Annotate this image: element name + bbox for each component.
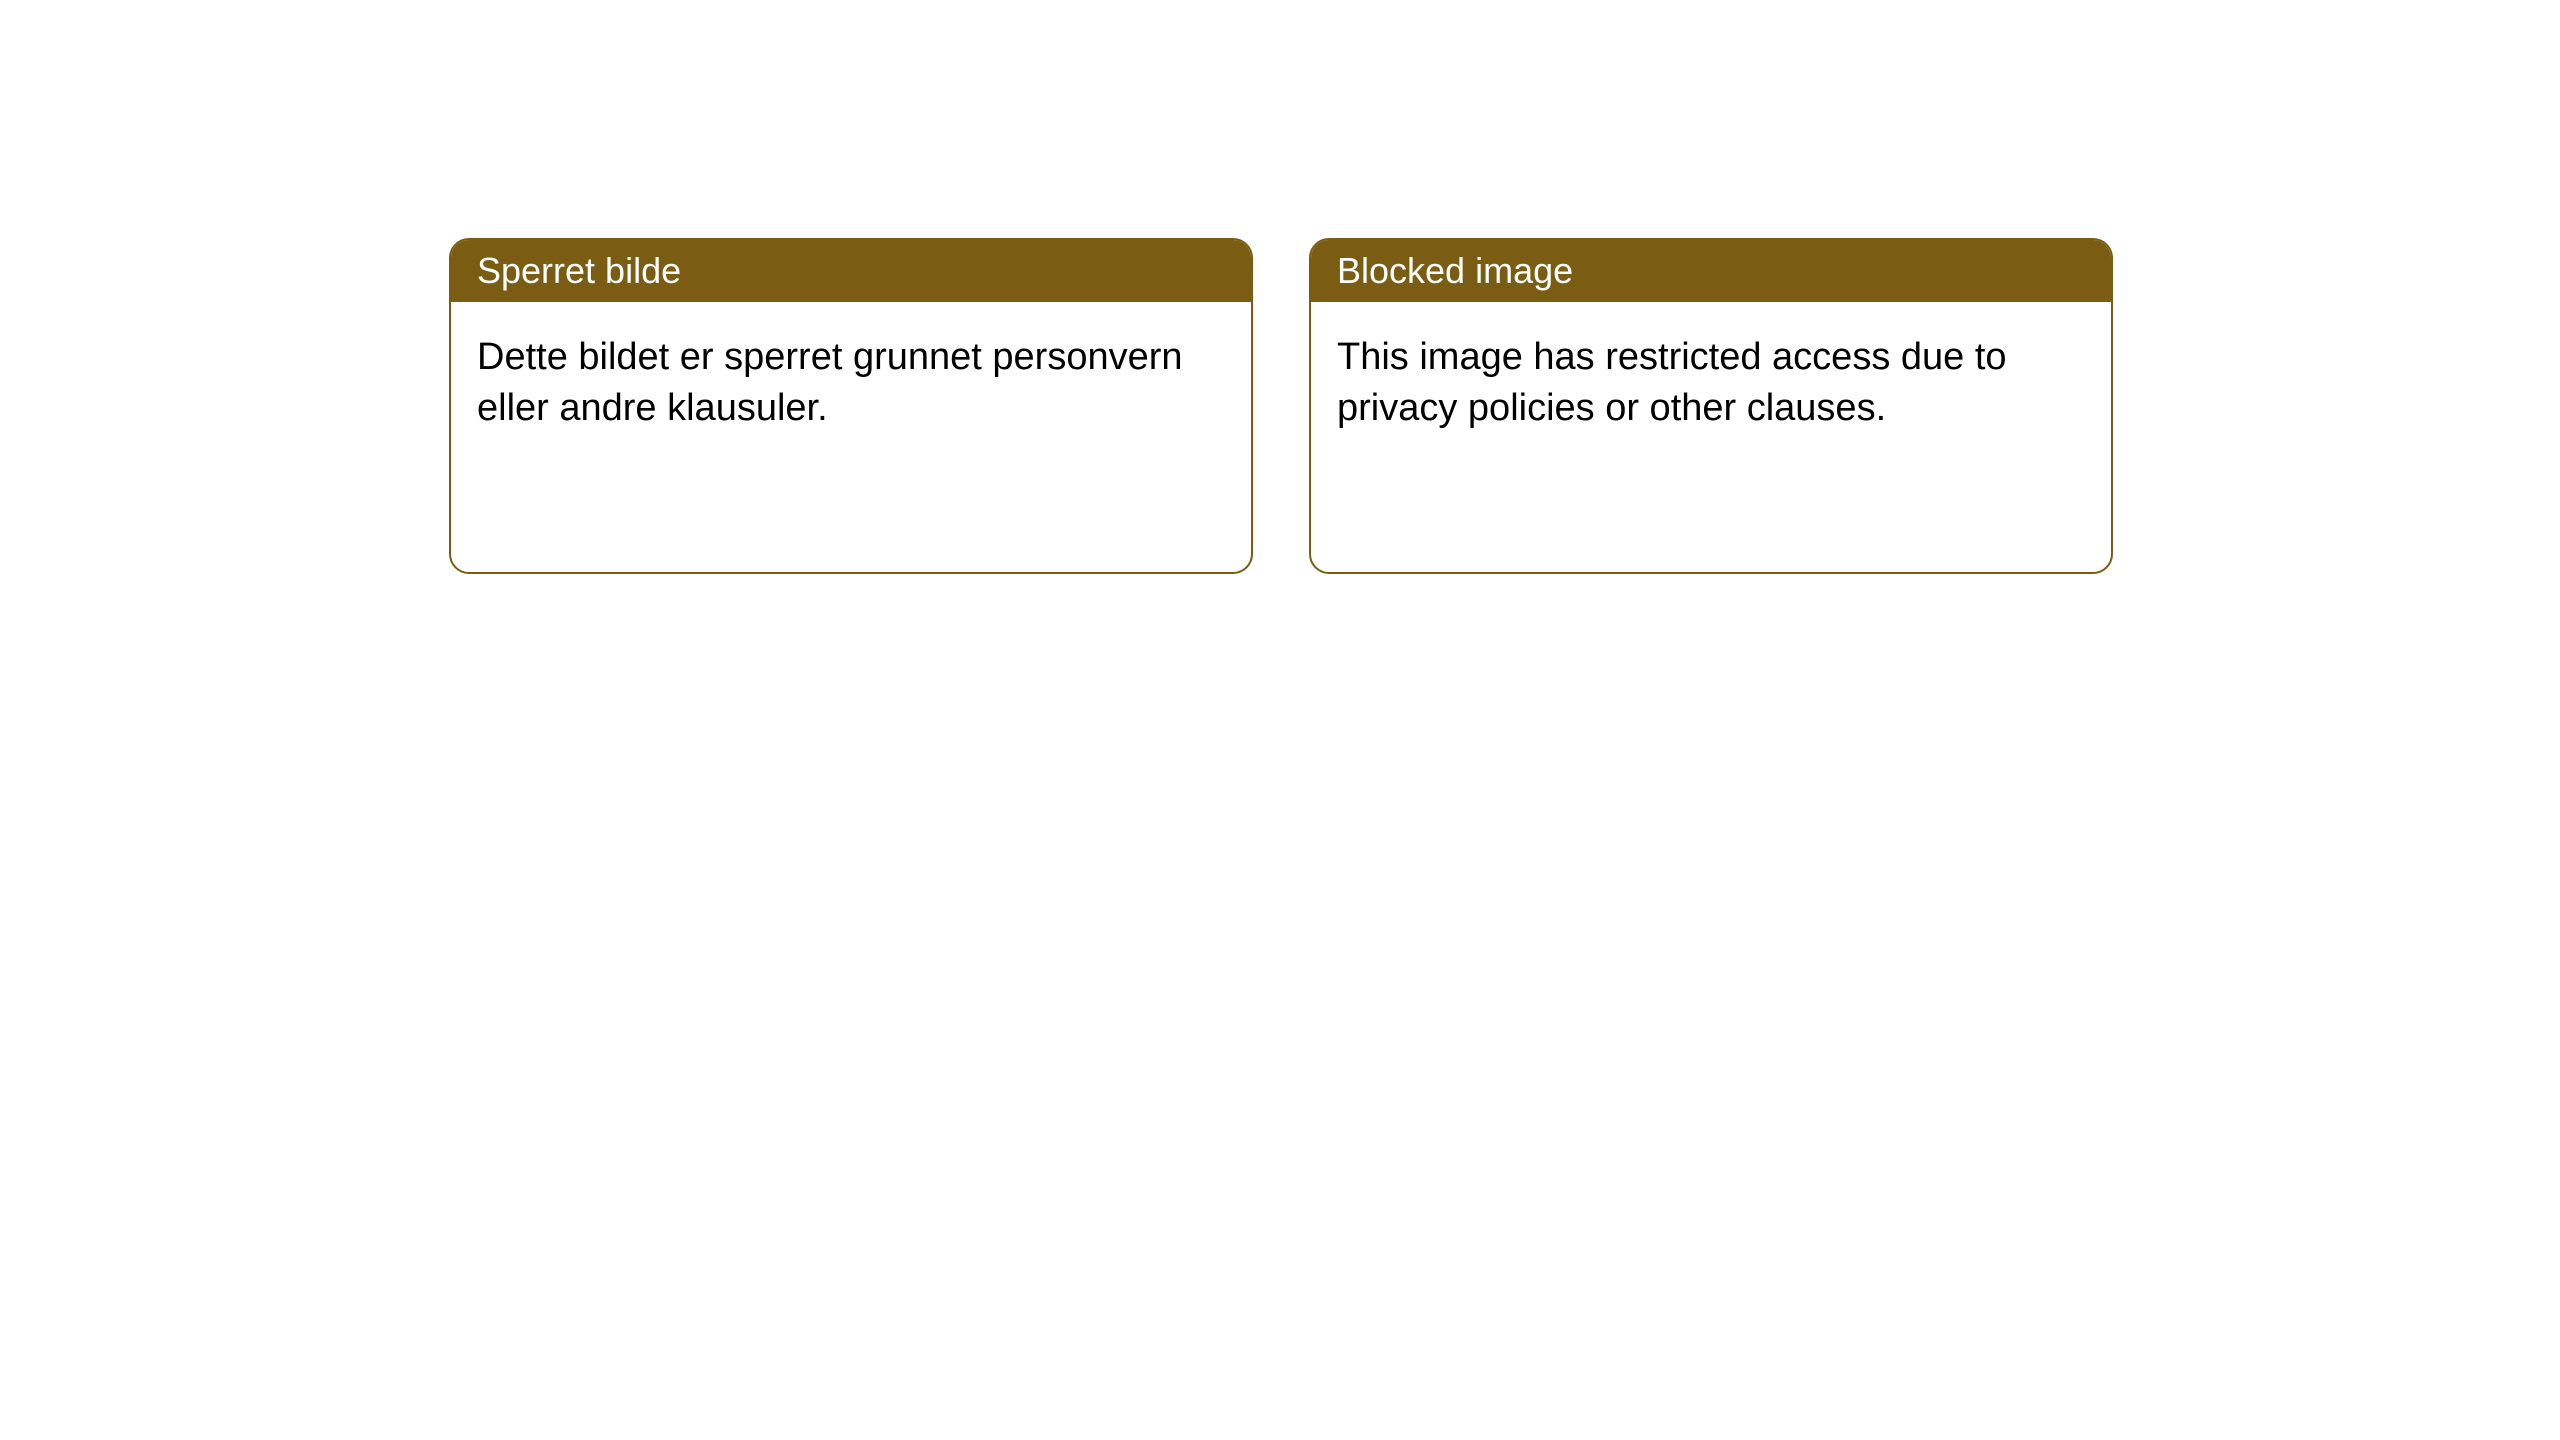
card-header: Blocked image [1311, 240, 2111, 302]
card-message: Dette bildet er sperret grunnet personve… [477, 336, 1183, 429]
card-title: Blocked image [1337, 250, 1573, 291]
card-body: This image has restricted access due to … [1311, 302, 2111, 465]
notice-card-english: Blocked image This image has restricted … [1309, 238, 2113, 574]
notice-card-norwegian: Sperret bilde Dette bildet er sperret gr… [449, 238, 1253, 574]
card-title: Sperret bilde [477, 250, 681, 291]
card-message: This image has restricted access due to … [1337, 336, 2007, 429]
card-header: Sperret bilde [451, 240, 1251, 302]
notice-container: Sperret bilde Dette bildet er sperret gr… [449, 238, 2113, 574]
card-body: Dette bildet er sperret grunnet personve… [451, 302, 1251, 465]
